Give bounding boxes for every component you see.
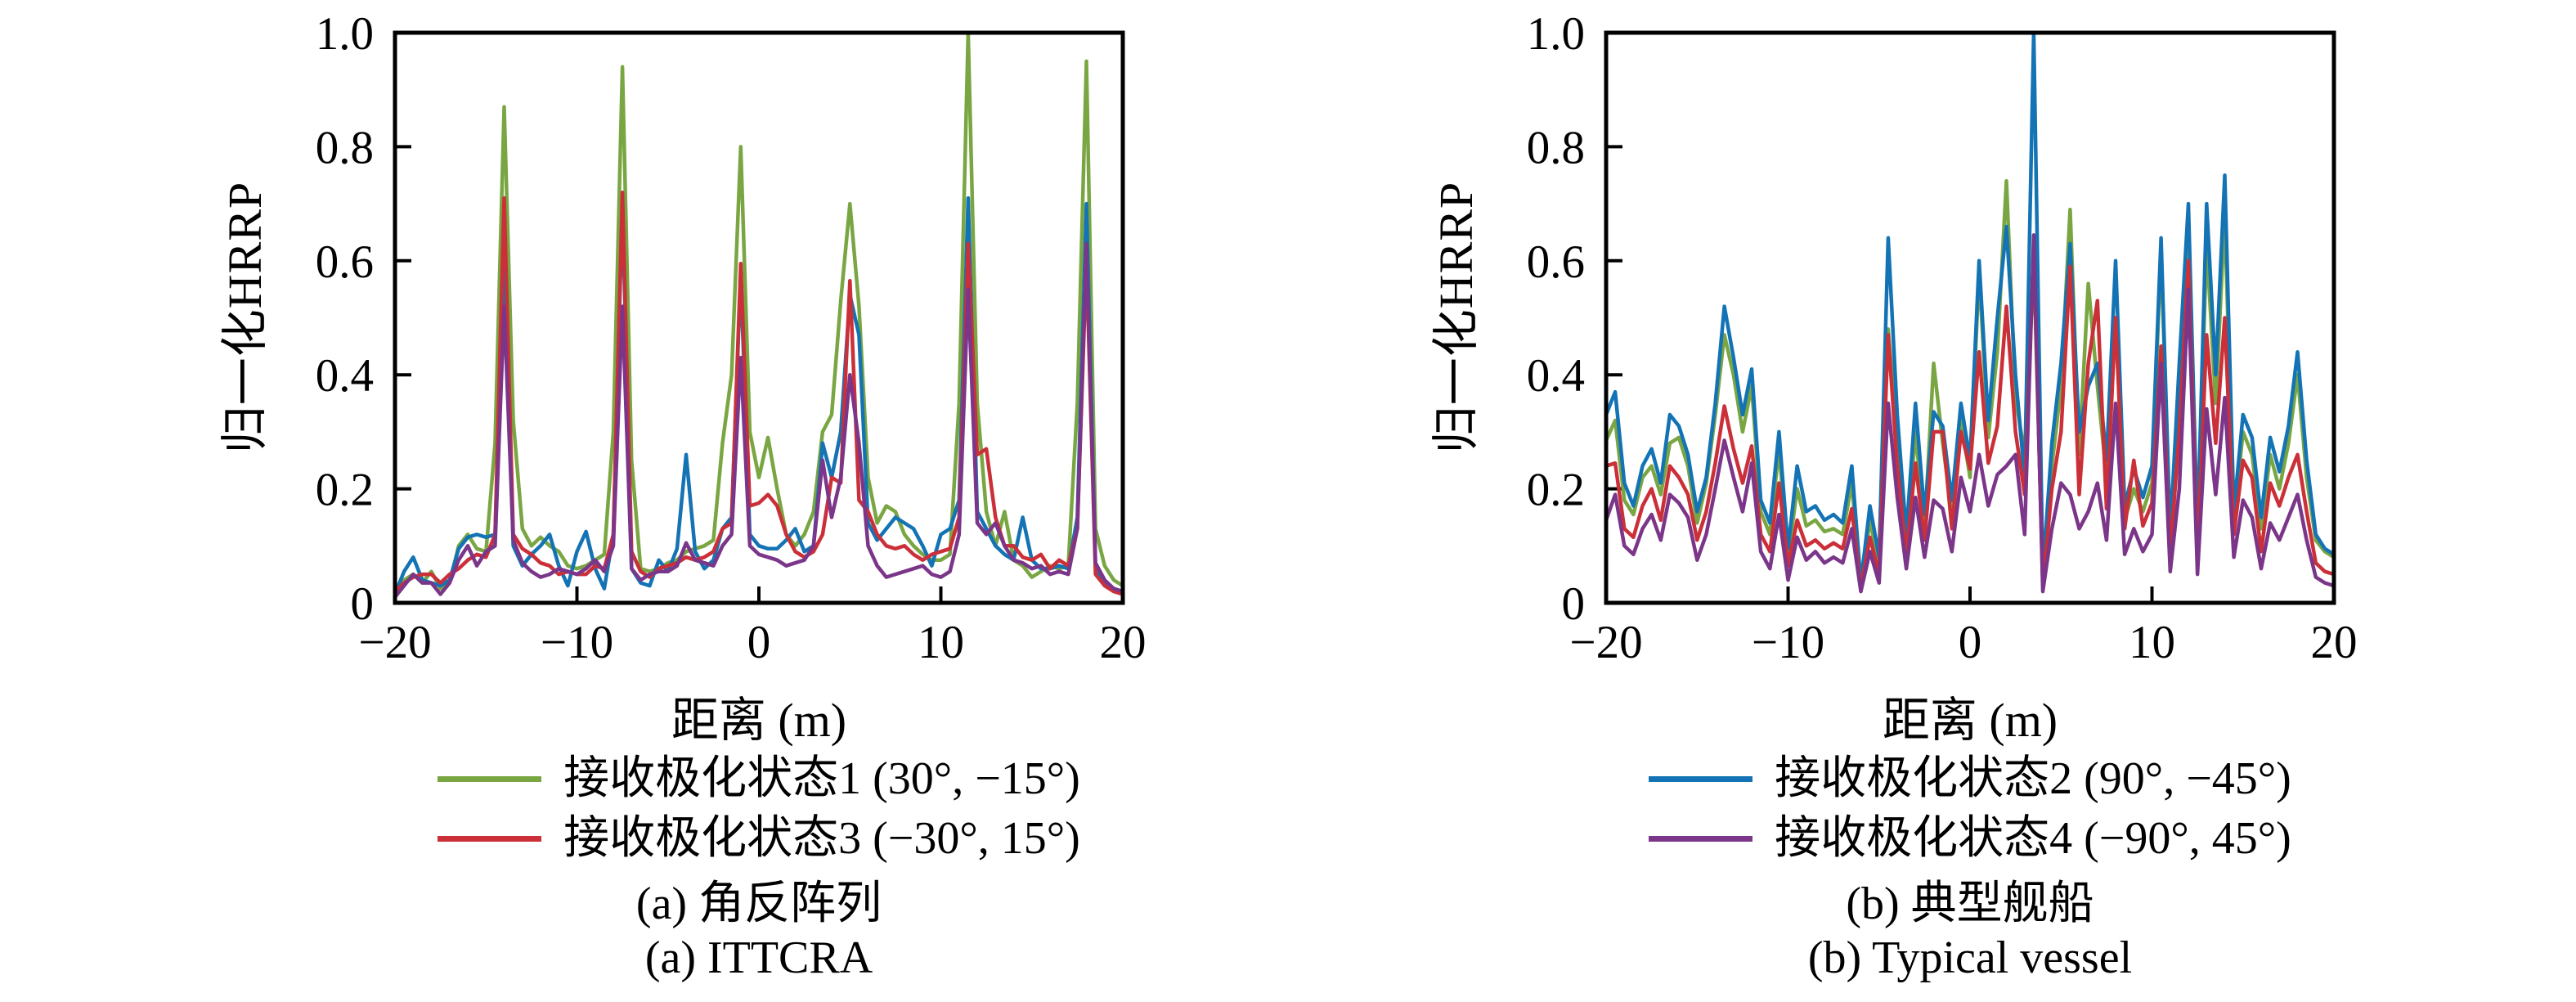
legend-a: 接收极化状态1 (30°, −15°) 接收极化状态3 (−30°, 15°) <box>395 754 1123 863</box>
x-tick-label: 0 <box>1959 617 1982 668</box>
caption-b-en: (b) Typical vessel <box>1807 932 2133 983</box>
x-tick-label: 0 <box>747 617 771 668</box>
legend-line-state3 <box>438 835 542 842</box>
y-tick-label: 0.4 <box>1527 350 1585 402</box>
legend-item-state3: 接收极化状态3 (−30°, 15°) <box>438 814 1080 863</box>
y-axis-title-b: 归一化HRRP <box>1429 181 1483 454</box>
series-line-2 <box>1604 247 2336 591</box>
legend-line-state4 <box>1649 835 1753 842</box>
caption-a-zh: (a) 角反阵列 <box>635 878 882 929</box>
hrrp-plot-b: −20 −10 0 10 20 0 0.2 0.4 0.6 0.8 1.0 <box>1527 8 2358 668</box>
y-tick-label: 0.2 <box>1527 465 1585 516</box>
x-tick-label: 10 <box>2129 617 2175 668</box>
axis-box <box>393 30 1125 605</box>
x-tick-label: 10 <box>918 617 964 668</box>
panel-b-typical-vessel: −20 −10 0 10 20 0 0.2 0.4 0.6 0.8 1.0 归一化HRRP 距离 (… <box>1399 0 2397 1002</box>
legend-item-state2: 接收极化状态2 (90°, −45°) <box>1649 754 2291 803</box>
legend-label-state3: 接收极化状态3 (−30°, 15°) <box>563 813 1080 864</box>
legend-item-state4: 接收极化状态4 (−90°, 45°) <box>1649 814 2291 863</box>
series-line-2 <box>393 190 1125 596</box>
y-tick-label: 0.6 <box>316 236 374 288</box>
legend-label-state4: 接收极化状态4 (−90°, 45°) <box>1775 813 2291 864</box>
caption-b-zh: (b) 典型舰船 <box>1846 878 2094 929</box>
x-tick-label: −10 <box>1752 617 1824 668</box>
y-tick-label: 0.2 <box>316 465 374 516</box>
series-line-3 <box>1604 233 2336 594</box>
legend-line-state2 <box>1649 775 1753 782</box>
legend-line-state1 <box>438 775 542 782</box>
x-tick-label: −20 <box>358 617 431 668</box>
x-tick-label: 20 <box>1100 617 1147 668</box>
x-tick-label: 20 <box>2311 617 2358 668</box>
legend-b: 接收极化状态2 (90°, −45°) 接收极化状态4 (−90°, 45°) <box>1606 754 2334 863</box>
legend-label-state2: 接收极化状态2 (90°, −45°) <box>1775 753 2291 804</box>
axis-box <box>1604 30 2336 605</box>
series-line-0 <box>393 30 1125 600</box>
x-axis-title-b: 距离 (m) <box>1882 694 2058 747</box>
x-tick-label: −20 <box>1569 617 1642 668</box>
y-tick-label: 1.0 <box>1527 8 1585 60</box>
hrrp-plot-a: −20 −10 0 10 20 0 0.2 0.4 0.6 0.8 1.0 <box>316 8 1147 668</box>
legend-item-state1: 接收极化状态1 (30°, −15°) <box>438 754 1080 803</box>
caption-a-en: (a) ITTCRA <box>644 932 873 983</box>
y-axis-title-a: 归一化HRRP <box>218 181 272 454</box>
caption-a: (a) 角反阵列 (a) ITTCRA <box>395 877 1123 985</box>
y-tick-label: 0.6 <box>1527 236 1585 288</box>
caption-b: (b) 典型舰船 (b) Typical vessel <box>1606 877 2334 985</box>
y-tick-label: 0 <box>351 578 375 630</box>
x-tick-label: −10 <box>541 617 613 668</box>
series-line-3 <box>393 241 1125 600</box>
y-tick-label: 0 <box>1562 578 1586 630</box>
y-tick-label: 0.4 <box>316 350 374 402</box>
y-tick-label: 0.8 <box>316 122 374 173</box>
y-tick-label: 0.8 <box>1527 122 1585 173</box>
x-axis-title-a: 距离 (m) <box>671 694 847 747</box>
panel-a-ittcra: −20 −10 0 10 20 0 0.2 0.4 0.6 0.8 1.0 归一化HRRP 距离 (… <box>188 0 1186 1002</box>
legend-label-state1: 接收极化状态1 (30°, −15°) <box>563 753 1080 804</box>
y-tick-label: 1.0 <box>316 8 374 60</box>
